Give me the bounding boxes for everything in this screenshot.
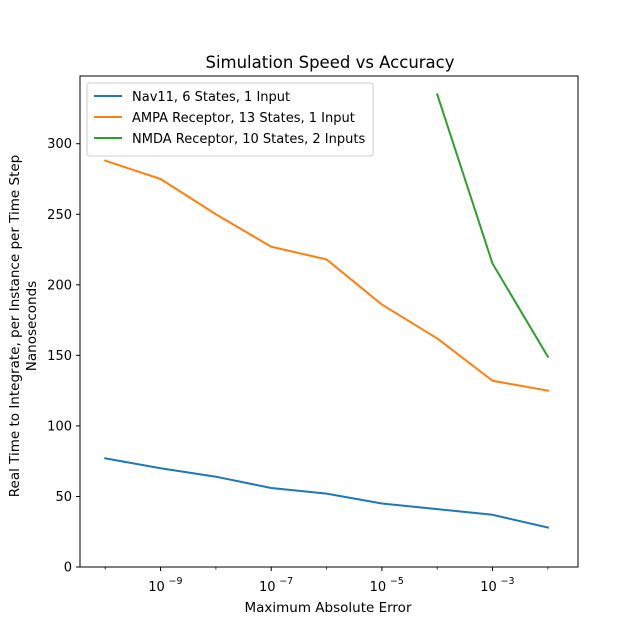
axes-frame — [79, 75, 579, 568]
y-tick-label: 100 — [47, 419, 72, 434]
legend-label: NMDA Receptor, 10 States, 2 Inputs — [132, 132, 365, 147]
legend-box — [86, 82, 374, 157]
y-tick-label: 300 — [47, 137, 72, 152]
x-tick-label-exponent: −5 — [390, 576, 404, 587]
x-axis-title: Maximum Absolute Error — [244, 600, 411, 616]
series-layer — [103, 93, 550, 529]
y-tick-label: 50 — [55, 490, 72, 505]
x-tick-label: 10 — [480, 580, 497, 595]
x-tick-label-exponent: −3 — [501, 576, 515, 587]
y-tick-label: 0 — [64, 561, 72, 576]
x-tick-label-exponent: −7 — [279, 576, 293, 587]
series-line-3 — [435, 93, 550, 359]
y-tick-label: 200 — [47, 278, 72, 293]
legend-label: Nav11, 6 States, 1 Input — [132, 90, 290, 105]
y-axis-ticks: 0 50 100 150 200 250 300 — [47, 137, 80, 576]
series-line-1 — [104, 457, 550, 529]
y-axis-title-line-1: Real Time to Integrate, per Instance per… — [7, 155, 23, 498]
series-line-2 — [103, 159, 550, 392]
legend-label: AMPA Receptor, 13 States, 1 Input — [132, 111, 355, 126]
chart-title: Simulation Speed vs Accuracy — [205, 53, 454, 72]
x-tick-label-exponent: −9 — [169, 576, 183, 587]
x-tick-label: 10 — [370, 580, 387, 595]
y-axis-title-line-2: Nanoseconds — [24, 281, 40, 371]
legend: Nav11, 6 States, 1 Input AMPA Receptor, 1… — [86, 82, 374, 157]
x-axis-ticks: 10 −9 10 −7 10 −5 10 −3 — [104, 567, 549, 595]
x-tick-label: 10 — [259, 580, 276, 595]
y-tick-label: 250 — [47, 208, 72, 223]
y-axis-title: Real Time to Integrate, per Instance per… — [7, 155, 40, 498]
y-tick-label: 150 — [47, 349, 72, 364]
x-tick-label: 10 — [148, 580, 165, 595]
